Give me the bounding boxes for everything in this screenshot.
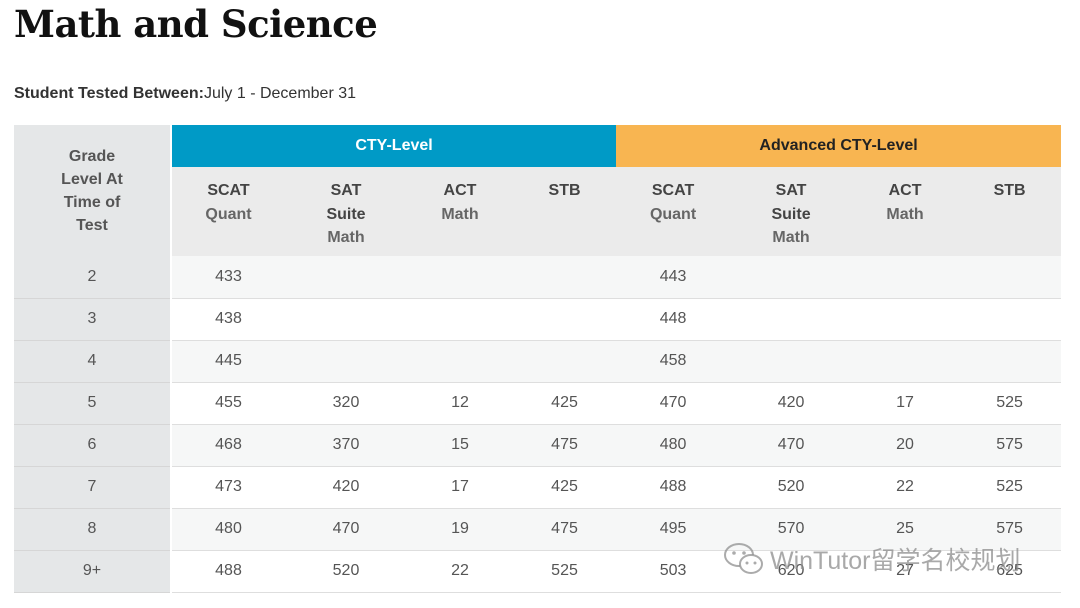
column-header: STB: [513, 167, 617, 256]
score-cell: [852, 298, 959, 341]
column-header: ACT Math: [852, 167, 959, 256]
table-row: 4 445 458: [14, 340, 1062, 383]
score-cell: 458: [616, 340, 731, 383]
grade-cell: 4: [14, 340, 172, 383]
column-header: ACT Math: [407, 167, 513, 256]
score-cell: [513, 298, 617, 341]
page-title: Math and Science: [14, 2, 378, 46]
table-row: 3 438 448: [14, 298, 1062, 341]
score-cell: 520: [730, 466, 853, 509]
score-cell: 470: [616, 382, 731, 425]
score-cell: [958, 256, 1062, 299]
score-cell: 520: [285, 550, 407, 593]
table-row: 7 473 420 17 425 488 520 22 525: [14, 466, 1062, 509]
score-cell: 19: [407, 508, 513, 551]
grade-header: Grade Level At Time of Test: [14, 125, 172, 256]
column-header: SCAT Quant: [616, 167, 731, 256]
score-table: Grade Level At Time of Test CTY-Level Ad…: [14, 125, 1062, 593]
column-header: SAT Suite Math: [285, 167, 407, 256]
score-cell: [958, 340, 1062, 383]
score-cell: 17: [852, 382, 959, 425]
grade-cell: 8: [14, 508, 172, 551]
score-cell: 470: [730, 424, 853, 467]
score-cell: 525: [958, 466, 1062, 509]
score-cell: [852, 256, 959, 299]
score-cell: 480: [171, 508, 285, 551]
grade-cell: 2: [14, 256, 172, 299]
score-cell: 20: [852, 424, 959, 467]
score-cell: 27: [852, 550, 959, 593]
score-cell: [730, 340, 853, 383]
score-cell: [407, 256, 513, 299]
grade-cell: 7: [14, 466, 172, 509]
grade-cell: 3: [14, 298, 172, 341]
score-cell: 420: [285, 466, 407, 509]
score-cell: 443: [616, 256, 731, 299]
score-cell: 15: [407, 424, 513, 467]
score-cell: 22: [852, 466, 959, 509]
score-cell: 495: [616, 508, 731, 551]
grade-cell: 9+: [14, 550, 172, 593]
score-cell: [285, 256, 407, 299]
score-cell: [852, 340, 959, 383]
score-cell: 320: [285, 382, 407, 425]
group-header-advanced: Advanced CTY-Level: [616, 125, 1062, 167]
score-cell: 570: [730, 508, 853, 551]
group-header-cty: CTY-Level: [171, 125, 617, 167]
score-cell: 468: [171, 424, 285, 467]
table-row: 6 468 370 15 475 480 470 20 575: [14, 424, 1062, 467]
tested-between-label: Student Tested Between:: [14, 85, 204, 102]
score-cell: 475: [513, 424, 617, 467]
score-cell: 488: [616, 466, 731, 509]
wechat-icon: [724, 543, 763, 574]
tested-between-value: July 1 - December 31: [203, 85, 357, 102]
score-cell: 503: [616, 550, 731, 593]
score-cell: 433: [171, 256, 285, 299]
score-cell: 25: [852, 508, 959, 551]
score-cell: 488: [171, 550, 285, 593]
table-row: 8 480 470 19 475 495 570 25 575: [14, 508, 1062, 551]
score-cell: 425: [513, 382, 617, 425]
score-cell: [513, 340, 617, 383]
watermark: WinTutor留学名校规划: [722, 541, 1020, 577]
grade-cell: 5: [14, 382, 172, 425]
watermark-text: WinTutor留学名校规划: [770, 547, 1021, 575]
score-cell: 17: [407, 466, 513, 509]
score-cell: [730, 298, 853, 341]
score-cell: 575: [958, 508, 1062, 551]
table-row: 2 433 443: [14, 256, 1062, 299]
score-cell: 470: [285, 508, 407, 551]
score-cell: 12: [407, 382, 513, 425]
column-header: SCAT Quant: [171, 167, 285, 256]
score-cell: 425: [513, 466, 617, 509]
score-cell: [513, 256, 617, 299]
score-cell: [285, 340, 407, 383]
score-cell: 625: [958, 550, 1062, 593]
score-cell: 420: [730, 382, 853, 425]
score-cell: 455: [171, 382, 285, 425]
score-cell: 445: [171, 340, 285, 383]
score-cell: 448: [616, 298, 731, 341]
score-cell: 525: [958, 382, 1062, 425]
score-cell: 370: [285, 424, 407, 467]
column-header: SAT Suite Math: [730, 167, 853, 256]
score-cell: [407, 340, 513, 383]
score-cell: 480: [616, 424, 731, 467]
table-row: 5 455 320 12 425 470 420 17 525: [14, 382, 1062, 425]
score-cell: 473: [171, 466, 285, 509]
score-cell: [285, 298, 407, 341]
tested-between-line: Student Tested Between:July 1 - December…: [14, 85, 356, 103]
score-cell: [407, 298, 513, 341]
score-cell: [730, 256, 853, 299]
score-cell: 475: [513, 508, 617, 551]
score-cell: [958, 298, 1062, 341]
column-header: STB: [958, 167, 1062, 256]
score-cell: 575: [958, 424, 1062, 467]
score-cell: 22: [407, 550, 513, 593]
grade-cell: 6: [14, 424, 172, 467]
score-cell: 438: [171, 298, 285, 341]
score-cell: 525: [513, 550, 617, 593]
